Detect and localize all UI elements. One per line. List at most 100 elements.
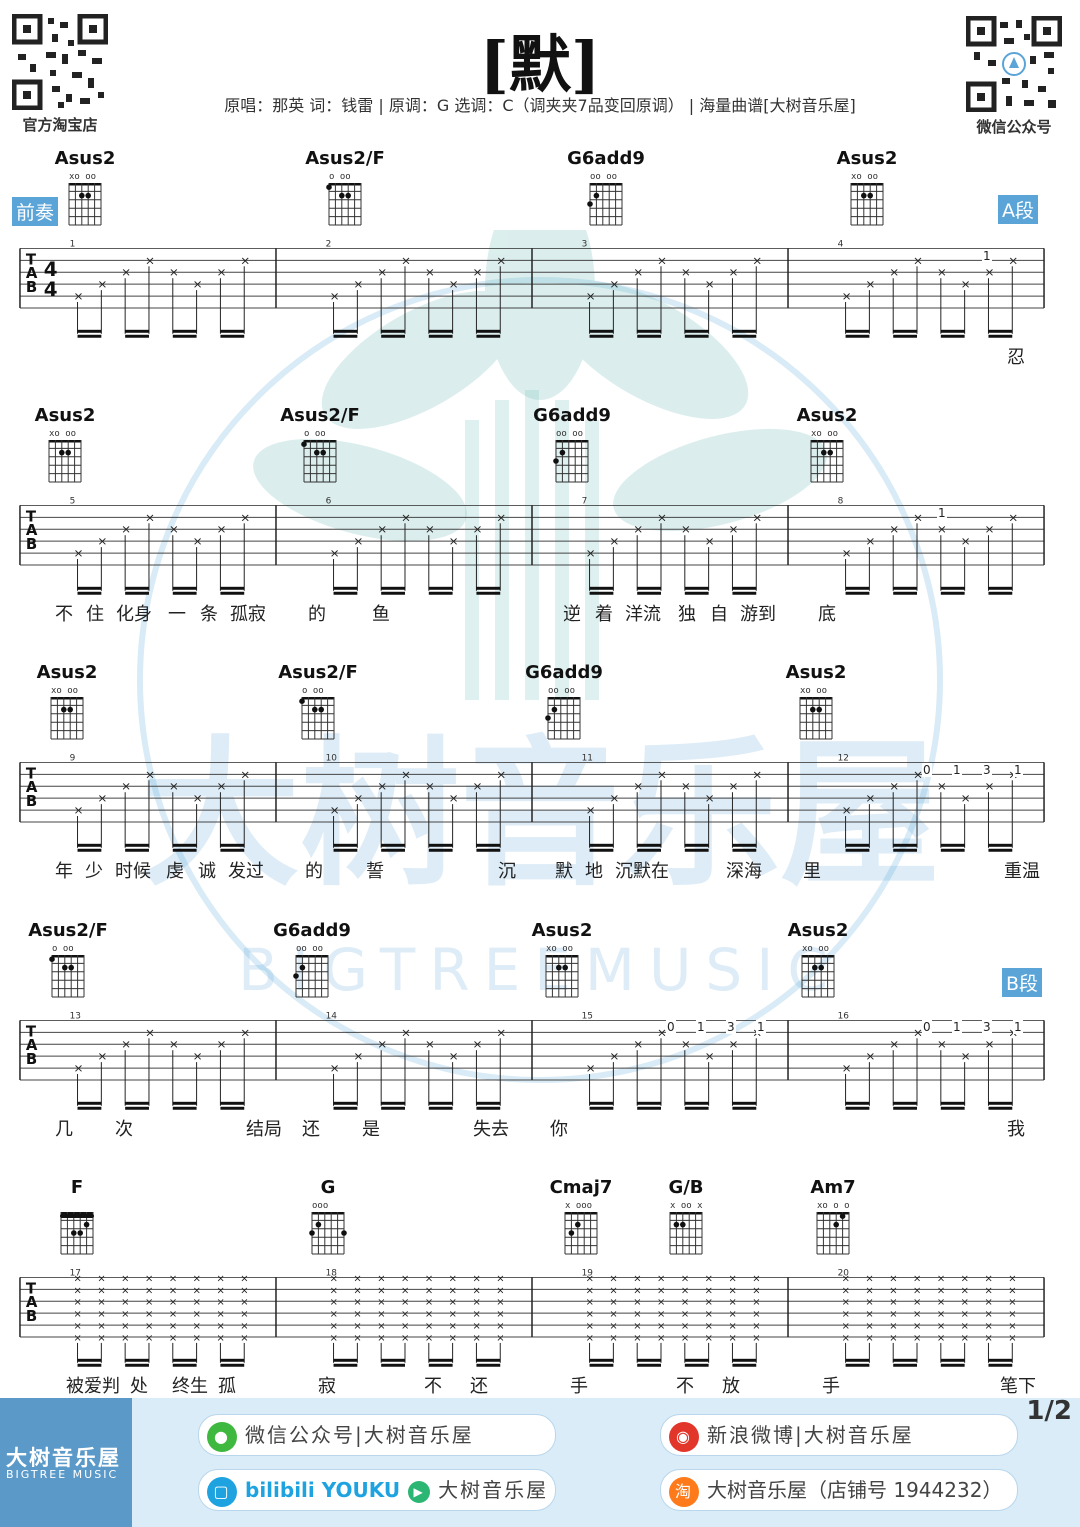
- tab-strum-note: ×: [74, 1309, 82, 1320]
- beam: [172, 848, 197, 852]
- chord-name: Asus2: [36, 662, 98, 683]
- beam: [637, 334, 661, 338]
- tab-strum-note: ×: [169, 1273, 177, 1284]
- chord-grid: oo oo: [293, 944, 329, 998]
- section-tag-intro: 前奏: [12, 197, 59, 226]
- chord-diagram: G6add9 oo oo: [532, 405, 612, 484]
- tab-strum-note: ×: [401, 1309, 409, 1320]
- measure-number: 11: [582, 754, 593, 763]
- tab-note: ×: [330, 289, 340, 303]
- tab-note: ×: [472, 1037, 482, 1051]
- beam: [845, 334, 870, 338]
- tab-note: ×: [889, 1037, 899, 1051]
- beam: [333, 848, 358, 852]
- beam: [333, 843, 358, 847]
- chord-dot: [315, 1221, 322, 1228]
- tab-note: ×: [752, 253, 762, 267]
- tab-strum-note: ×: [353, 1333, 361, 1344]
- tab-note: ×: [169, 779, 179, 793]
- lyric: 时候: [115, 861, 151, 882]
- tab-strum-note: ×: [705, 1285, 713, 1296]
- beam: [172, 1101, 197, 1105]
- lyric: 你: [550, 1119, 568, 1140]
- tab-strum-note: ×: [609, 1333, 617, 1344]
- tab-strum-note: ×: [496, 1333, 504, 1344]
- tab-strum-note: ×: [353, 1321, 361, 1332]
- beam: [172, 1363, 197, 1367]
- tab-strum-note: ×: [472, 1273, 480, 1284]
- tab-strum-note: ×: [609, 1309, 617, 1320]
- taobao-shop-link[interactable]: 淘大树音乐屋（店铺号 1944232）: [660, 1469, 1018, 1511]
- taobao-qr-code: [12, 14, 108, 110]
- chord-dot: [314, 449, 320, 456]
- beam: [381, 591, 405, 595]
- chord-grid: o oo: [301, 429, 337, 483]
- beam: [77, 1101, 102, 1105]
- beam: [940, 591, 965, 595]
- tab-strum-note: ×: [752, 1309, 760, 1320]
- lyric: 孤: [218, 1376, 236, 1397]
- weibo-link[interactable]: ◉ 新浪微博|大树音乐屋: [660, 1414, 1018, 1456]
- tab-strum-note: ×: [681, 1309, 689, 1320]
- beam: [381, 334, 405, 338]
- beam: [637, 1363, 661, 1367]
- beam: [220, 586, 245, 590]
- chord-dot: [67, 706, 73, 713]
- tab-clef: T: [26, 250, 37, 268]
- chord-string-marks: oo oo: [296, 944, 323, 954]
- tab-strum-note: ×: [121, 1285, 129, 1296]
- lyric: 手: [822, 1376, 840, 1397]
- tab-note: ×: [193, 277, 203, 291]
- chord-dot: [553, 458, 559, 464]
- tab-strum-note: ×: [121, 1309, 129, 1320]
- tab-strum-note: ×: [705, 1309, 713, 1320]
- lyric: 不: [424, 1376, 442, 1397]
- chord-name: Asus2: [796, 405, 858, 426]
- beam: [589, 1358, 614, 1362]
- tab-strum-note: ×: [377, 1321, 385, 1332]
- beam: [988, 843, 1013, 847]
- chord-string-marks: o oo: [52, 944, 74, 954]
- beam: [637, 843, 661, 847]
- tab-strum-note: ×: [449, 1309, 457, 1320]
- chord-dot: [293, 973, 299, 979]
- tab-note: ×: [842, 289, 852, 303]
- wechat-link[interactable]: ● 微信公众号|大树音乐屋: [198, 1414, 556, 1456]
- tab-strum-note: ×: [633, 1309, 641, 1320]
- tab-note: ×: [193, 534, 203, 548]
- tab-strum-note: ×: [377, 1297, 385, 1308]
- beam: [476, 1363, 501, 1367]
- chord-diagram: Asus2 xo oo: [522, 920, 602, 999]
- tab-strum-note: ×: [586, 1273, 594, 1284]
- tab-note: ×: [97, 791, 107, 805]
- beam: [220, 1358, 245, 1362]
- tab-strum-note: ×: [330, 1321, 338, 1332]
- tab-strum-note: ×: [681, 1285, 689, 1296]
- chord-dot: [575, 1221, 581, 1228]
- lyric: 发过: [228, 861, 264, 882]
- chord-diagram: Asus2/F o oo: [280, 405, 360, 484]
- measure-number: 14: [326, 1012, 338, 1021]
- tab-strum-note: ×: [193, 1273, 201, 1284]
- beam: [893, 591, 918, 595]
- video-link[interactable]: ▢ bilibili YOUKU ▶ 大树音乐屋: [198, 1469, 556, 1511]
- tab-strum-note: ×: [937, 1333, 945, 1344]
- tab-note: ×: [1008, 510, 1018, 524]
- beam: [684, 1106, 709, 1110]
- tab-strum-note: ×: [657, 1321, 665, 1332]
- tab-strum-note: ×: [240, 1321, 248, 1332]
- beam: [893, 1101, 918, 1105]
- beam: [637, 586, 661, 590]
- beam: [428, 1358, 453, 1362]
- tab-strum-note: ×: [961, 1285, 969, 1296]
- tab-note: ×: [169, 522, 179, 536]
- beam: [684, 848, 709, 852]
- beam: [845, 591, 870, 595]
- lyric: 放: [722, 1376, 740, 1397]
- chord-name: Asus2: [785, 662, 847, 683]
- tab-strum-note: ×: [472, 1285, 480, 1296]
- beam: [333, 1358, 358, 1362]
- beam: [381, 1106, 405, 1110]
- section-tag-a: A段: [998, 195, 1038, 224]
- lyric: 一: [168, 604, 186, 625]
